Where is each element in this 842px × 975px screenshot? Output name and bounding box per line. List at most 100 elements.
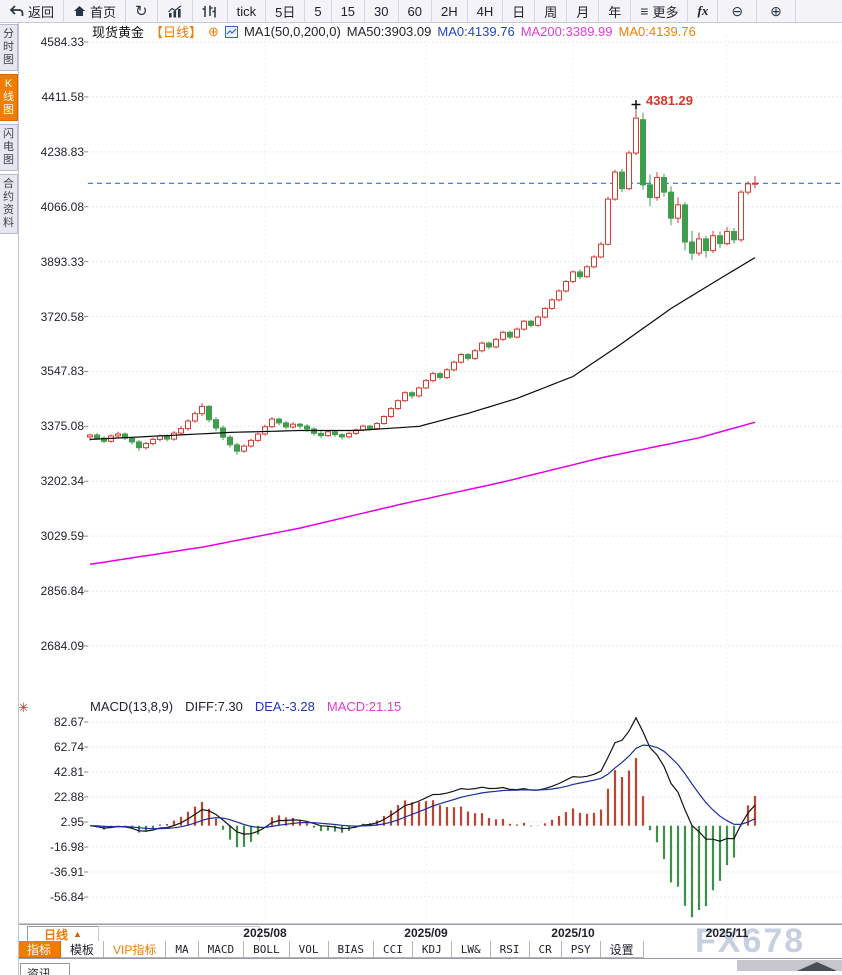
candle [556,290,562,301]
candle [206,405,212,421]
sidebar-tab-fenshi[interactable]: 分时图 [0,24,18,71]
period-tick[interactable]: tick [228,0,267,22]
indicator-tab-macd[interactable]: MACD [198,941,245,958]
horizontal-scrollbar-thumb[interactable] [737,960,842,971]
add-indicator-icon[interactable]: ⊕ [208,23,219,39]
period-60[interactable]: 60 [399,0,432,22]
candle [164,435,170,440]
candle-style-button[interactable] [193,0,228,22]
home-icon [73,5,86,17]
line-chart-style-button[interactable] [158,0,193,22]
macd-name: MACD(13,8,9) [90,699,174,714]
candle [374,423,380,430]
sidebar-tab-flash[interactable]: 闪电图 [0,124,18,171]
indicator-tab-kdj[interactable]: KDJ [412,941,452,958]
candle [171,432,177,440]
period-day[interactable]: 日 [503,0,536,22]
news-tab[interactable]: 资讯 [20,963,70,975]
top-toolbar: 返回 首页 ↻ tick 5日 5 15 30 60 2H 4H 日 周 月 年 ≡ 更多 fx ⊖ ⊕ [0,0,842,23]
candle [458,354,464,363]
candle [577,271,583,278]
candle [87,434,93,438]
candle [738,191,744,241]
indicator-tab-zhibiao[interactable]: 指标 [18,941,62,958]
triangle-up-icon: ▲ [73,929,82,939]
candle [297,423,303,427]
bar-chart-icon [167,4,183,18]
sidebar-tab-contract[interactable]: 合约资料 [0,174,18,234]
candle [598,243,604,258]
refresh-icon: ↻ [135,2,148,20]
candle [311,428,317,434]
candle [591,256,597,268]
period-week[interactable]: 周 [535,0,568,22]
indicator-tab-lw[interactable]: LW& [451,941,491,958]
period-5[interactable]: 5 [305,0,332,22]
period-month[interactable]: 月 [567,0,600,22]
period-15[interactable]: 15 [332,0,366,22]
more-button[interactable]: ≡ 更多 [631,0,689,22]
formula-button[interactable]: fx [688,0,719,22]
candle [465,354,471,359]
indicator-tab-shezhi[interactable]: 设置 [600,941,644,958]
back-icon [9,5,24,17]
period-year[interactable]: 年 [599,0,632,22]
price-axis-tick: 4066.08 [40,199,84,214]
back-button[interactable]: 返回 [0,0,65,22]
refresh-button[interactable]: ↻ [126,0,158,22]
indicator-tab-rsi[interactable]: RSI [490,941,530,958]
period-15-label: 15 [340,3,356,19]
candle [213,419,219,429]
more-button-label: 更多 [652,4,679,20]
candle [605,198,611,245]
macd-axis-tick: 22.88 [53,790,84,804]
chart-header: 现货黄金 【日线】 ⊕ MA1(50,0,200,0) MA50:3903.09… [92,23,696,41]
period-5d[interactable]: 5日 [266,0,306,22]
period-30-label: 30 [374,3,389,19]
indicator-tab-cr[interactable]: CR [529,941,562,958]
period-30[interactable]: 30 [365,0,399,22]
candle [528,320,534,326]
candle [619,171,625,190]
period-2h-label: 2H [440,3,458,19]
zoom-out-button[interactable]: ⊖ [718,0,758,22]
candle [318,432,324,437]
indicator-tab-psy[interactable]: PSY [561,941,601,958]
candle [395,400,401,410]
indicator-tabs-row: 指标 模板 VIP指标 MA MACD BOLL VOL BIAS CCI KDJ LW& RSI CR… [18,941,644,958]
indicator-tab-boll[interactable]: BOLL [244,941,290,958]
macd-dea-value: DEA:-3.28 [254,699,315,714]
period-4h[interactable]: 4H [468,0,504,22]
indicator-tab-moban[interactable]: 模板 [61,941,105,958]
indicator-tab-ma[interactable]: MA [166,941,199,958]
time-axis-label: 2025/10 [551,926,595,940]
candle [682,204,688,243]
home-button[interactable]: 首页 [64,0,127,22]
candle [745,183,751,193]
expand-panel-arrow-icon[interactable] [797,962,837,971]
candle [507,331,513,338]
candle [500,331,506,340]
candle [493,338,499,348]
macd-diff-line [89,716,756,842]
ma200-value: MA200:3389.99 [520,24,613,39]
chart-window-icon[interactable] [224,25,238,38]
candle [430,373,436,382]
candle [535,316,541,326]
candle [381,416,387,425]
indicator-tab-vip[interactable]: VIP指标 [104,941,167,958]
macd-header: MACD(13,8,9) DIFF:7.30 DEA:-3.28 MACD:21… [90,699,401,714]
zoom-in-button[interactable]: ⊕ [757,0,796,22]
candle [675,204,681,219]
indicator-tab-cci[interactable]: CCI [374,941,413,958]
candle [514,328,520,338]
indicator-settings-icon[interactable]: ✳ [18,700,29,715]
candle [633,117,639,154]
period-2h[interactable]: 2H [432,0,468,22]
candle [94,434,100,439]
indicator-tab-vol[interactable]: VOL [289,941,329,958]
indicator-tab-bias[interactable]: BIAS [328,941,374,958]
